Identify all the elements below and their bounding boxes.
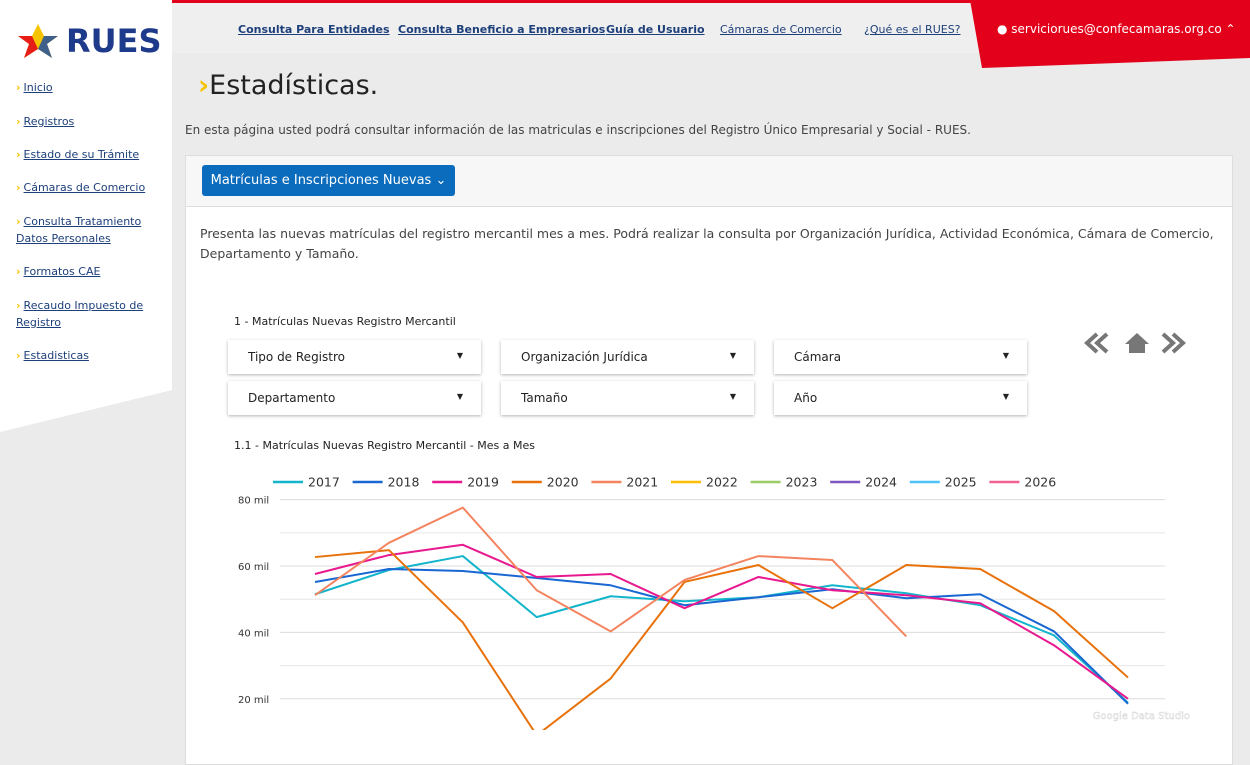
side-link-text[interactable]: Cámaras de Comercio [23, 181, 146, 194]
legend-label: 2022 [706, 475, 738, 490]
nav-link[interactable]: ¿Qué es el RUES? [864, 23, 961, 36]
report-title: 1 - Matrículas Nuevas Registro Mercantil [234, 315, 456, 328]
side-link[interactable]: › Formatos CAE [16, 265, 101, 278]
watermark: Google Data Studio [1093, 711, 1190, 722]
card [185, 155, 1233, 765]
y-tick-label: 20 mil [238, 695, 269, 706]
filter[interactable]: Cámara ▼ [774, 340, 1027, 374]
tab-button[interactable]: Matrículas e Inscripciones Nuevas ⌄ [202, 165, 455, 196]
nav-home[interactable] [1125, 333, 1149, 353]
plot [314, 506, 1129, 730]
filter-label[interactable]: Tipo de Registro [248, 350, 345, 364]
side-link-text[interactable]: Recaudo Impuesto de Registro [16, 299, 144, 329]
tab-description: Presenta las nuevas matrículas del regis… [200, 226, 1214, 261]
filter-label[interactable]: Año [794, 391, 818, 405]
nav-link[interactable]: Cámaras de Comercio [720, 23, 842, 36]
user-box [970, 0, 1250, 68]
nav-next[interactable] [1161, 332, 1186, 354]
side-link-text[interactable]: Formatos CAE [23, 265, 101, 278]
filter-label[interactable]: Departamento [248, 391, 336, 405]
logo-icon [18, 24, 58, 58]
legend-label: 2023 [786, 475, 818, 490]
user-email-text[interactable]: serviciorues@confecamaras.org.co [1011, 22, 1222, 36]
legend-label: 2018 [388, 475, 420, 490]
legend-label: 2020 [547, 475, 579, 490]
filter-label[interactable]: Organización Jurídica [521, 350, 648, 364]
nav-link[interactable]: Guía de Usuario [606, 23, 705, 36]
chart-title: 1.1 - Matrículas Nuevas Registro Mercant… [234, 439, 535, 452]
series-line [314, 506, 907, 638]
series-line [314, 549, 1129, 730]
filter[interactable]: Tamaño ▼ [501, 381, 754, 415]
y-tick-label: 40 mil [238, 628, 269, 639]
y-tick-label: 60 mil [238, 562, 269, 573]
filter[interactable]: Tipo de Registro ▼ [228, 340, 481, 374]
side-link[interactable]: › Cámaras de Comercio [16, 181, 146, 194]
filter[interactable]: Departamento ▼ [228, 381, 481, 415]
sidebar-bg [0, 0, 172, 432]
logo-text: RUES [66, 22, 162, 60]
legend-label: 2024 [865, 475, 897, 490]
legend-label: 2021 [626, 475, 658, 490]
side-link[interactable]: › Recaudo Impuesto de Registro [16, 299, 144, 329]
side-link-text[interactable]: Consulta Tratamiento Datos Personales [16, 215, 142, 245]
side-link-text[interactable]: Estado de su Trámite [23, 148, 140, 161]
filter[interactable]: Organización Jurídica ▼ [501, 340, 754, 374]
tab-button-text[interactable]: Matrículas e Inscripciones Nuevas [210, 173, 432, 188]
side-link-text[interactable]: Inicio [23, 81, 53, 94]
page-title: ›Estadísticas. [198, 70, 379, 101]
side-link[interactable]: › Estadisticas [16, 349, 89, 362]
filter-label[interactable]: Tamaño [521, 391, 568, 405]
chart: 20 mil 40 mil 60 mil 80 mil 2017 2018 2019 2020… [238, 475, 1190, 730]
side-link-text[interactable]: Registros [23, 115, 75, 128]
series-line [314, 543, 1129, 700]
side-link[interactable]: › Registros [16, 115, 75, 128]
series-line [314, 568, 1129, 705]
side-link[interactable]: › Inicio [16, 81, 53, 94]
report-nav[interactable] [1083, 330, 1191, 356]
nav-link[interactable]: Consulta Para Entidades [238, 23, 390, 36]
side-link[interactable]: › Estado de su Trámite [16, 148, 140, 161]
intro: En esta página usted podrá consultar inf… [185, 123, 971, 137]
page-title-text: Estadísticas. [209, 70, 379, 101]
side-link-text[interactable]: Estadisticas [23, 349, 89, 362]
side-link[interactable]: › Consulta Tratamiento Datos Personales [16, 215, 142, 245]
nav-prev[interactable] [1084, 332, 1109, 354]
legend-label: 2019 [467, 475, 499, 490]
filter-label[interactable]: Cámara [794, 350, 842, 364]
legend-label: 2025 [945, 475, 977, 490]
y-tick-label: 80 mil [238, 496, 269, 507]
filter[interactable]: Año ▼ [774, 381, 1027, 415]
legend-label: 2017 [308, 475, 340, 490]
series-line [314, 555, 1129, 704]
user-email[interactable]: ● serviciorues@confecamaras.org.co ⌃ [997, 22, 1236, 36]
nav-link[interactable]: Consulta Beneficio a Empresarios [398, 23, 606, 36]
legend-label: 2026 [1024, 475, 1056, 490]
